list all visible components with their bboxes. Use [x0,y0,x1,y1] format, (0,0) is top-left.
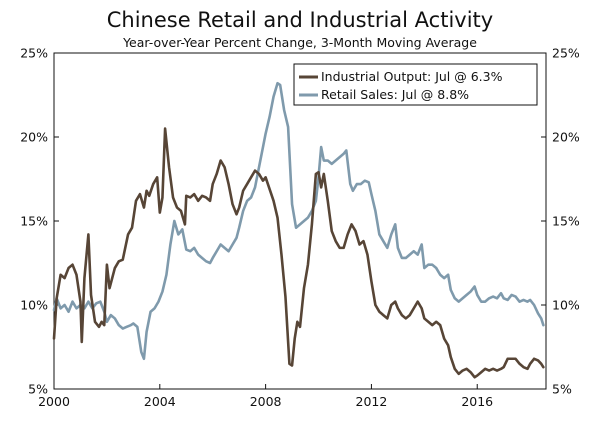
x-tick-label: 2004 [144,394,176,409]
y-tick-right-label: 25% [552,46,580,61]
y-tick-left-label: 20% [20,130,48,145]
legend-label-industrial-output: Industrial Output: Jul @ 6.3% [321,69,503,84]
series-lines [52,81,545,379]
y-tick-left-label: 10% [20,298,48,313]
x-tick-label: 2012 [356,394,388,409]
y-tick-right-label: 20% [552,130,580,145]
x-tick-label: 2016 [461,394,493,409]
y-tick-left-label: 15% [20,214,48,229]
industrial-output-line [52,127,545,379]
retail-sales-line [52,81,545,361]
x-tick-label: 2000 [38,394,70,409]
x-axis: 2000 2004 2008 2012 2016 [38,384,493,409]
legend-label-retail-sales: Retail Sales: Jul @ 8.8% [321,87,469,102]
y-axis-left: 5% 10% 15% 20% 25% [20,46,59,397]
chart-subtitle: Year-over-Year Percent Change, 3-Month M… [122,35,477,50]
x-tick-label: 2008 [250,394,282,409]
y-axis-right: 5% 10% 15% 20% 25% [541,46,580,397]
y-tick-right-label: 5% [552,382,572,397]
y-tick-left-label: 5% [28,382,48,397]
legend-box [293,63,538,106]
y-tick-right-label: 10% [552,298,580,313]
y-tick-right-label: 15% [552,214,580,229]
legend: Industrial Output: Jul @ 6.3% Retail Sal… [293,63,538,106]
y-tick-left-label: 25% [20,46,48,61]
chart-title: Chinese Retail and Industrial Activity [107,8,493,32]
